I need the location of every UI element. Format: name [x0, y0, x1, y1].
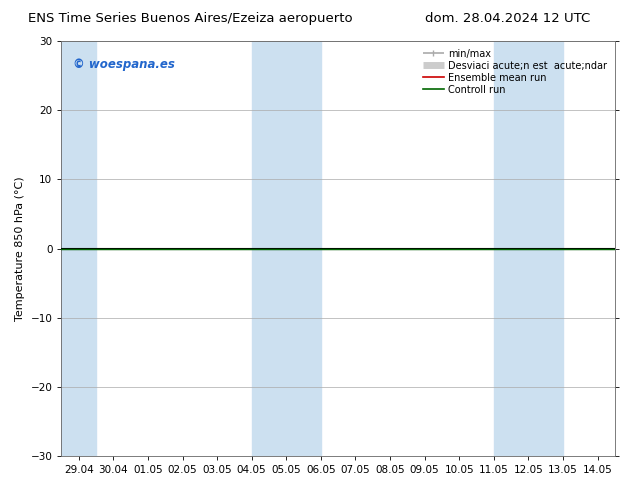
Y-axis label: Temperature 850 hPa (°C): Temperature 850 hPa (°C)	[15, 176, 25, 321]
Bar	[252, 41, 321, 456]
Bar	[61, 41, 96, 456]
Bar	[494, 41, 563, 456]
Text: dom. 28.04.2024 12 UTC: dom. 28.04.2024 12 UTC	[425, 12, 590, 25]
Text: ENS Time Series Buenos Aires/Ezeiza aeropuerto: ENS Time Series Buenos Aires/Ezeiza aero…	[28, 12, 353, 25]
Text: © woespana.es: © woespana.es	[72, 58, 174, 71]
Legend: min/max, Desviaci acute;n est  acute;ndar, Ensemble mean run, Controll run: min/max, Desviaci acute;n est acute;ndar…	[420, 46, 610, 98]
